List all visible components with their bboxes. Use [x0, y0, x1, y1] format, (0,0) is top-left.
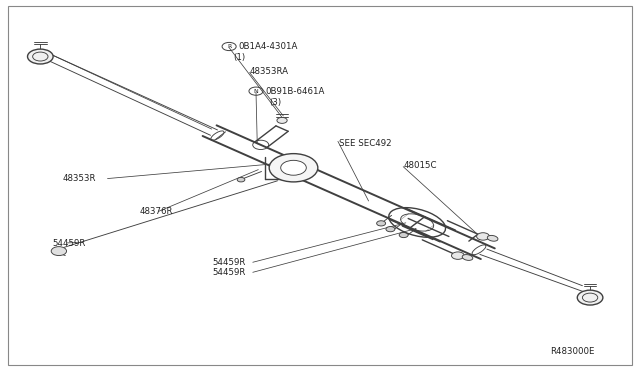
Circle shape [277, 118, 287, 124]
Text: (3): (3) [269, 98, 281, 107]
Circle shape [477, 233, 490, 240]
Circle shape [386, 227, 395, 232]
Text: 0B1A4-4301A: 0B1A4-4301A [239, 42, 298, 51]
Text: 48353R: 48353R [63, 174, 96, 183]
Text: 48015C: 48015C [403, 161, 436, 170]
Text: 48353RA: 48353RA [250, 67, 289, 76]
Text: 54459R: 54459R [212, 268, 246, 277]
Text: R: R [227, 44, 231, 49]
Circle shape [51, 247, 67, 256]
Circle shape [577, 290, 603, 305]
Text: N: N [253, 89, 259, 94]
Text: 48376R: 48376R [140, 207, 173, 216]
Text: SEE SEC492: SEE SEC492 [339, 139, 392, 148]
Ellipse shape [462, 254, 473, 260]
Circle shape [237, 177, 245, 182]
Text: 54459R: 54459R [52, 239, 86, 248]
Circle shape [281, 160, 307, 175]
Text: (1): (1) [234, 53, 246, 62]
Text: R483000E: R483000E [550, 347, 595, 356]
Circle shape [399, 232, 408, 238]
Circle shape [269, 154, 318, 182]
Ellipse shape [487, 235, 498, 241]
Text: 54459R: 54459R [212, 258, 246, 267]
Circle shape [451, 252, 464, 259]
Circle shape [28, 49, 53, 64]
Text: 0B91B-6461A: 0B91B-6461A [266, 87, 325, 96]
Circle shape [377, 221, 386, 226]
